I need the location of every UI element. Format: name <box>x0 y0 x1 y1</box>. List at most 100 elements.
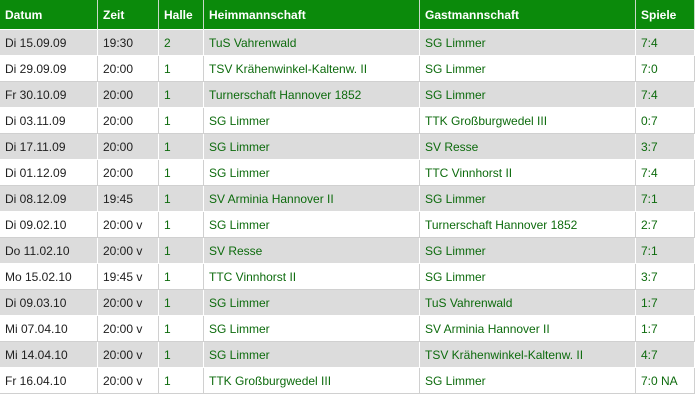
cell-zeit: 19:45 <box>98 186 159 212</box>
cell-halle: 1 <box>159 186 204 212</box>
cell-halle: 1 <box>159 290 204 316</box>
cell-zeit: 20:00 <box>98 108 159 134</box>
table-row: Mo 15.02.10 19:45 v 1 TTC Vinnhorst II SG Li… <box>0 264 695 290</box>
cell-datum: Mo 15.02.10 <box>0 264 98 290</box>
cell-heimmannschaft: SG Limmer <box>204 134 420 160</box>
cell-datum: Di 29.09.09 <box>0 56 98 82</box>
cell-halle: 1 <box>159 160 204 186</box>
cell-heimmannschaft: SG Limmer <box>204 290 420 316</box>
cell-halle: 1 <box>159 82 204 108</box>
cell-gastmannschaft: SG Limmer <box>420 368 636 394</box>
cell-spiele: 2:7 <box>636 212 695 238</box>
header-zeit: Zeit <box>98 0 159 30</box>
cell-zeit: 20:00 <box>98 134 159 160</box>
cell-datum: Di 08.12.09 <box>0 186 98 212</box>
cell-heimmannschaft: TTK Großburgwedel III <box>204 368 420 394</box>
table-row: Do 11.02.10 20:00 v 1 SV Resse SG Limmer 7:1 <box>0 238 695 264</box>
header-halle: Halle <box>159 0 204 30</box>
cell-gastmannschaft: TSV Krähenwinkel-Kaltenw. II <box>420 342 636 368</box>
cell-datum: Do 11.02.10 <box>0 238 98 264</box>
cell-halle: 1 <box>159 238 204 264</box>
cell-zeit: 20:00 v <box>98 368 159 394</box>
header-spiele: Spiele <box>636 0 695 30</box>
cell-gastmannschaft: SG Limmer <box>420 30 636 56</box>
table-row: Di 03.11.09 20:00 1 SG Limmer TTK Großburgwe… <box>0 108 695 134</box>
cell-zeit: 20:00 v <box>98 290 159 316</box>
cell-datum: Fr 16.04.10 <box>0 368 98 394</box>
cell-spiele: 3:7 <box>636 264 695 290</box>
cell-spiele: 3:7 <box>636 134 695 160</box>
cell-heimmannschaft: SG Limmer <box>204 160 420 186</box>
cell-gastmannschaft: SG Limmer <box>420 186 636 212</box>
cell-spiele: 7:1 <box>636 186 695 212</box>
table-row: Mi 14.04.10 20:00 v 1 SG Limmer TSV Krähenwi… <box>0 342 695 368</box>
cell-gastmannschaft: TTK Großburgwedel III <box>420 108 636 134</box>
header-heimmannschaft: Heimmannschaft <box>204 0 420 30</box>
cell-heimmannschaft: SV Resse <box>204 238 420 264</box>
cell-spiele: 7:1 <box>636 238 695 264</box>
cell-halle: 1 <box>159 212 204 238</box>
schedule-table: Datum Zeit Halle Heimmannschaft Gastmann… <box>0 0 695 394</box>
cell-gastmannschaft: Turnerschaft Hannover 1852 <box>420 212 636 238</box>
cell-datum: Fr 30.10.09 <box>0 82 98 108</box>
cell-gastmannschaft: SV Resse <box>420 134 636 160</box>
cell-heimmannschaft: SG Limmer <box>204 212 420 238</box>
cell-gastmannschaft: SG Limmer <box>420 82 636 108</box>
cell-gastmannschaft: TuS Vahrenwald <box>420 290 636 316</box>
table-row: Fr 16.04.10 20:00 v 1 TTK Großburgwedel III… <box>0 368 695 394</box>
table-row: Mi 07.04.10 20:00 v 1 SG Limmer SV Arminia H… <box>0 316 695 342</box>
cell-halle: 1 <box>159 108 204 134</box>
header-gastmannschaft: Gastmannschaft <box>420 0 636 30</box>
table-row: Di 09.03.10 20:00 v 1 SG Limmer TuS Vahrenwa… <box>0 290 695 316</box>
cell-halle: 1 <box>159 342 204 368</box>
cell-heimmannschaft: SV Arminia Hannover II <box>204 186 420 212</box>
cell-spiele: 1:7 <box>636 316 695 342</box>
cell-heimmannschaft: Turnerschaft Hannover 1852 <box>204 82 420 108</box>
cell-halle: 1 <box>159 134 204 160</box>
cell-datum: Di 09.02.10 <box>0 212 98 238</box>
cell-heimmannschaft: TSV Krähenwinkel-Kaltenw. II <box>204 56 420 82</box>
cell-heimmannschaft: TTC Vinnhorst II <box>204 264 420 290</box>
cell-zeit: 19:30 <box>98 30 159 56</box>
cell-spiele: 7:0 NA <box>636 368 695 394</box>
cell-heimmannschaft: SG Limmer <box>204 108 420 134</box>
cell-zeit: 20:00 <box>98 160 159 186</box>
cell-gastmannschaft: SG Limmer <box>420 56 636 82</box>
cell-gastmannschaft: SG Limmer <box>420 264 636 290</box>
cell-spiele: 7:4 <box>636 82 695 108</box>
cell-zeit: 20:00 v <box>98 212 159 238</box>
cell-spiele: 7:4 <box>636 30 695 56</box>
cell-heimmannschaft: SG Limmer <box>204 316 420 342</box>
table-row: Di 15.09.09 19:30 2 TuS Vahrenwald SG Limmer… <box>0 30 695 56</box>
cell-heimmannschaft: SG Limmer <box>204 342 420 368</box>
table-row: Di 08.12.09 19:45 1 SV Arminia Hannover II S… <box>0 186 695 212</box>
table-row: Di 09.02.10 20:00 v 1 SG Limmer Turnerschaft… <box>0 212 695 238</box>
cell-halle: 1 <box>159 264 204 290</box>
cell-datum: Di 01.12.09 <box>0 160 98 186</box>
cell-zeit: 20:00 v <box>98 238 159 264</box>
cell-zeit: 20:00 <box>98 82 159 108</box>
cell-datum: Di 17.11.09 <box>0 134 98 160</box>
table-row: Fr 30.10.09 20:00 1 Turnerschaft Hannover 1… <box>0 82 695 108</box>
cell-halle: 1 <box>159 56 204 82</box>
cell-heimmannschaft: TuS Vahrenwald <box>204 30 420 56</box>
cell-gastmannschaft: SV Arminia Hannover II <box>420 316 636 342</box>
cell-datum: Di 09.03.10 <box>0 290 98 316</box>
table-row: Di 01.12.09 20:00 1 SG Limmer TTC Vinnhorst … <box>0 160 695 186</box>
cell-zeit: 20:00 v <box>98 342 159 368</box>
cell-datum: Di 03.11.09 <box>0 108 98 134</box>
cell-spiele: 7:0 <box>636 56 695 82</box>
cell-zeit: 20:00 <box>98 56 159 82</box>
table-row: Di 29.09.09 20:00 1 TSV Krähenwinkel-Kalten… <box>0 56 695 82</box>
cell-halle: 2 <box>159 30 204 56</box>
header-datum: Datum <box>0 0 98 30</box>
cell-datum: Di 15.09.09 <box>0 30 98 56</box>
cell-gastmannschaft: SG Limmer <box>420 238 636 264</box>
header-row: Datum Zeit Halle Heimmannschaft Gastmann… <box>0 0 695 30</box>
cell-halle: 1 <box>159 316 204 342</box>
cell-gastmannschaft: TTC Vinnhorst II <box>420 160 636 186</box>
cell-datum: Mi 07.04.10 <box>0 316 98 342</box>
cell-halle: 1 <box>159 368 204 394</box>
cell-zeit: 19:45 v <box>98 264 159 290</box>
table-row: Di 17.11.09 20:00 1 SG Limmer SV Resse 3:7 <box>0 134 695 160</box>
